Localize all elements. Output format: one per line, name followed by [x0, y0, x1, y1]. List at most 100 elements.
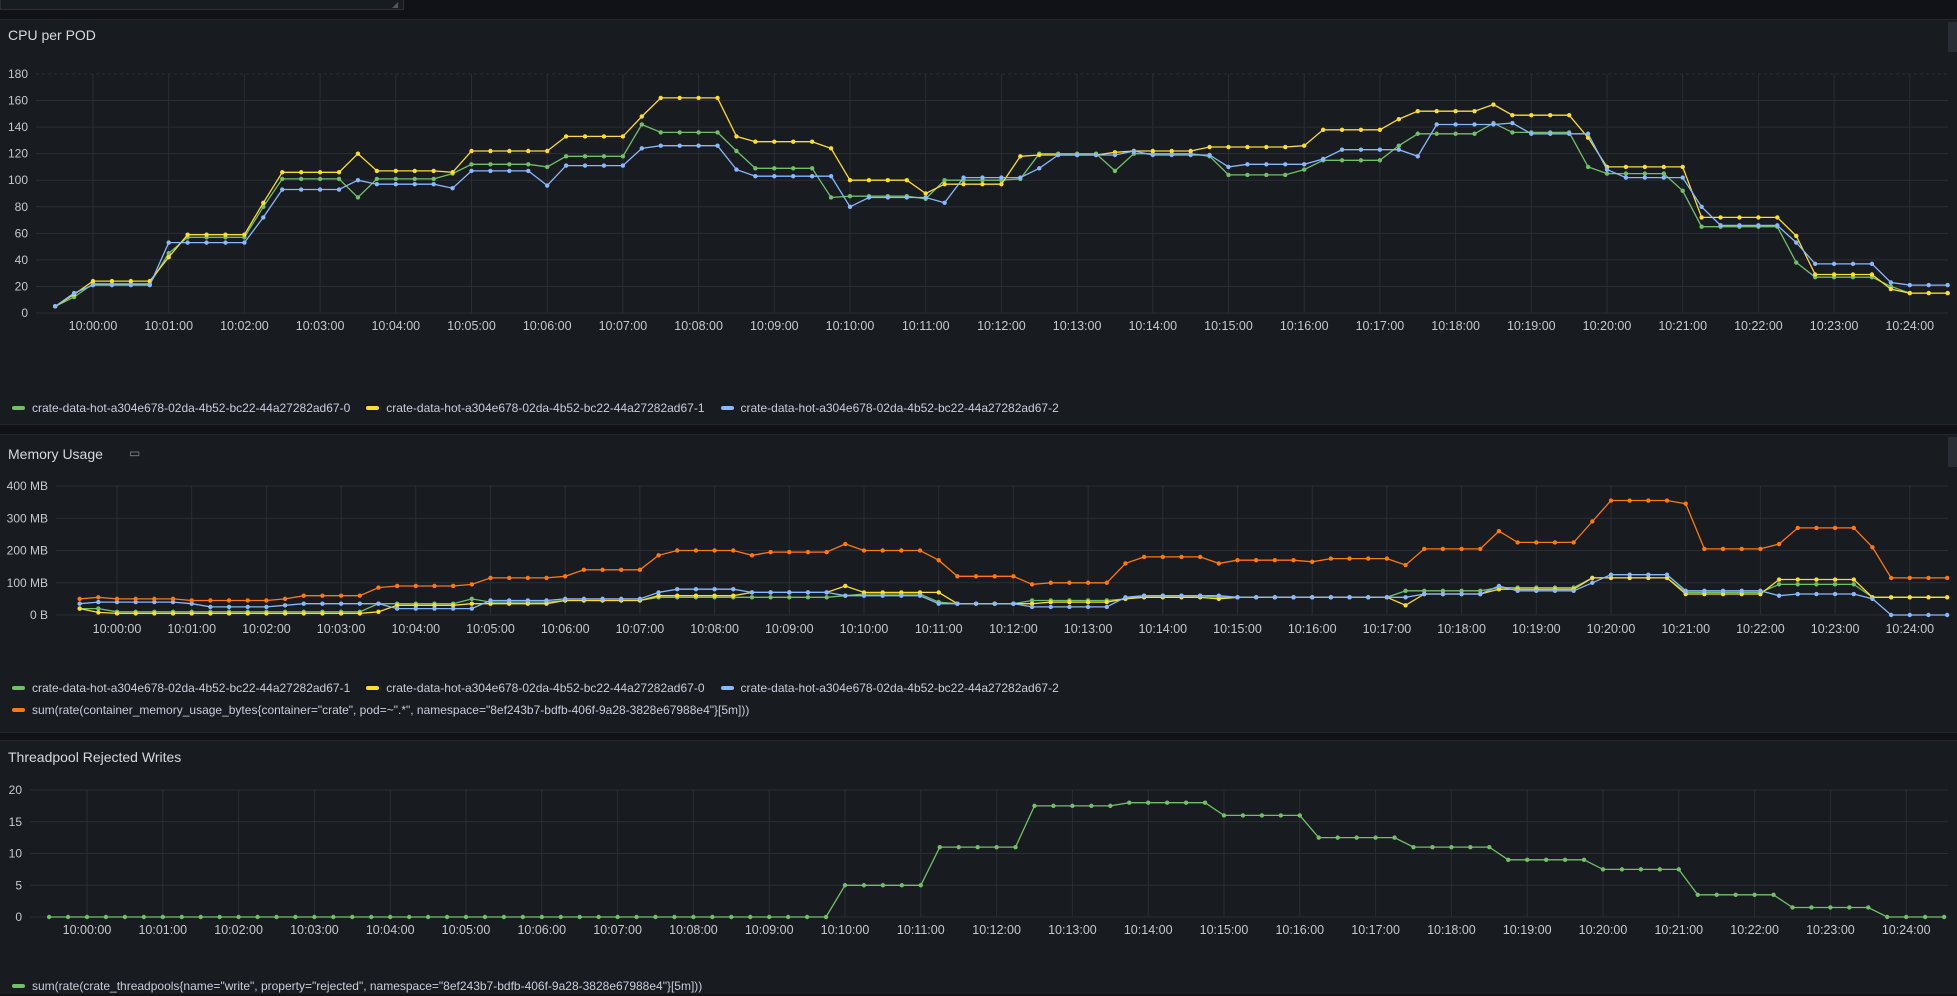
panel-info-icon[interactable]: ▭	[129, 446, 141, 460]
y-tick-label: 180	[8, 67, 28, 81]
data-point	[1776, 593, 1782, 598]
data-point	[1548, 131, 1553, 136]
data-point	[463, 914, 469, 920]
data-point	[861, 590, 867, 595]
data-point	[393, 176, 398, 182]
data-point	[1018, 154, 1023, 159]
data-point	[1534, 540, 1539, 545]
y-tick-label: 15	[9, 815, 23, 829]
data-point	[563, 154, 569, 159]
data-point	[734, 167, 739, 172]
data-point	[980, 182, 985, 187]
legend-item[interactable]: crate-data-hot-a304e678-02da-4b52-bc22-4…	[366, 401, 705, 415]
data-point	[1869, 261, 1875, 267]
data-point	[338, 593, 344, 598]
data-point	[1714, 892, 1719, 897]
data-point	[1814, 582, 1819, 587]
data-point	[1683, 591, 1688, 597]
data-point	[1510, 120, 1515, 126]
data-point	[1776, 582, 1782, 587]
data-point	[973, 574, 979, 579]
data-point	[242, 240, 247, 245]
data-point	[208, 611, 213, 616]
data-point	[152, 611, 157, 616]
data-point	[1733, 892, 1738, 897]
query-input[interactable]	[0, 0, 404, 10]
legend-item[interactable]: crate-data-hot-a304e678-02da-4b52-bc22-4…	[12, 681, 350, 695]
data-point	[376, 601, 381, 606]
data-point	[226, 598, 232, 603]
data-point	[506, 601, 512, 606]
data-point	[1403, 562, 1408, 568]
scrollbar[interactable]	[1948, 22, 1957, 52]
legend-item[interactable]: crate-data-hot-a304e678-02da-4b52-bc22-4…	[720, 681, 1059, 695]
data-point	[425, 914, 431, 920]
legend-swatch	[12, 406, 25, 410]
data-point	[1794, 260, 1799, 265]
data-point	[208, 598, 213, 603]
x-tick-label: 10:21:00	[1661, 622, 1710, 636]
data-point	[1478, 546, 1483, 552]
resize-handle-icon[interactable]: ◢	[392, 0, 399, 9]
legend-item[interactable]: crate-data-hot-a304e678-02da-4b52-bc22-4…	[366, 681, 705, 695]
data-point	[1646, 498, 1651, 503]
data-point	[558, 914, 563, 920]
x-tick-label: 10:00:00	[63, 923, 112, 937]
data-point	[1123, 595, 1128, 600]
data-point	[393, 168, 398, 174]
data-point	[189, 611, 194, 616]
data-point	[545, 148, 550, 154]
data-point	[1032, 803, 1037, 809]
data-point	[787, 549, 792, 555]
data-point	[1478, 591, 1483, 597]
legend-item[interactable]: crate-data-hot-a304e678-02da-4b52-bc22-4…	[12, 401, 350, 415]
data-point	[1832, 582, 1838, 587]
data-point	[731, 593, 736, 598]
data-point	[355, 151, 361, 156]
data-point	[545, 183, 550, 188]
data-point	[255, 914, 260, 920]
data-point	[525, 601, 531, 606]
data-point	[1310, 559, 1315, 564]
panel-threadpool: Threadpool Rejected Writes 0 5 10 15 20 10:00…	[0, 740, 1957, 994]
data-point	[768, 549, 773, 555]
data-point	[226, 611, 232, 616]
data-point	[128, 278, 134, 284]
y-tick-label: 0	[21, 306, 28, 320]
data-point	[1664, 572, 1670, 577]
legend-item[interactable]: sum(rate(crate_threadpools{name="write",…	[12, 979, 702, 993]
data-point	[526, 148, 531, 154]
data-point	[217, 914, 222, 920]
data-point	[432, 606, 437, 611]
data-point	[899, 548, 904, 553]
data-point	[1566, 131, 1572, 136]
x-tick-label: 10:17:00	[1356, 319, 1405, 333]
data-point	[1366, 595, 1371, 600]
data-point	[1164, 800, 1170, 805]
data-point	[488, 162, 493, 167]
data-point	[133, 611, 138, 616]
data-point	[1642, 171, 1648, 176]
data-point	[712, 593, 717, 598]
data-point	[1440, 591, 1446, 597]
legend-item[interactable]: sum(rate(container_memory_usage_bytes{co…	[12, 703, 749, 717]
data-point	[274, 914, 279, 920]
x-tick-label: 10:21:00	[1654, 923, 1703, 937]
data-point	[1339, 127, 1345, 132]
data-point	[1702, 591, 1707, 597]
x-tick-label: 10:16:00	[1280, 319, 1329, 333]
legend-swatch	[720, 686, 734, 690]
data-point	[1434, 122, 1439, 127]
data-point	[656, 590, 661, 595]
legend-item[interactable]: crate-data-hot-a304e678-02da-4b52-bc22-4…	[720, 401, 1059, 415]
data-point	[1646, 575, 1651, 581]
data-point	[1459, 591, 1464, 597]
data-point	[693, 593, 699, 598]
data-point	[1661, 171, 1666, 176]
scrollbar[interactable]	[1948, 437, 1957, 467]
data-point	[336, 170, 342, 175]
data-point	[1812, 272, 1818, 277]
x-tick-label: 10:15:00	[1213, 622, 1262, 636]
data-point	[406, 914, 412, 920]
data-point	[1907, 595, 1913, 600]
